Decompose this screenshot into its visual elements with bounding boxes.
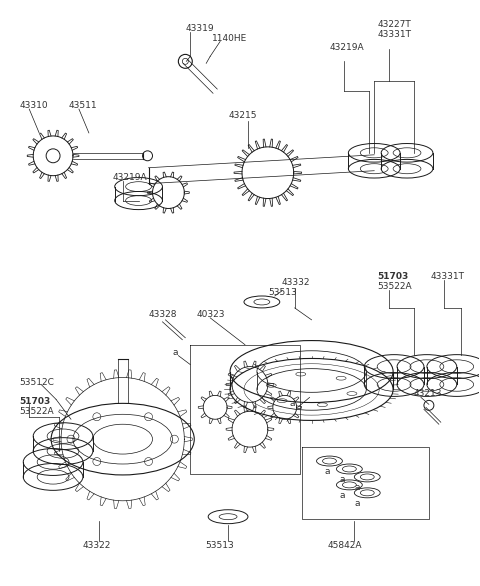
Text: 53512C: 53512C [19,377,54,387]
Text: 43331T: 43331T [377,29,411,39]
Text: 43219A: 43219A [113,173,147,182]
Text: a: a [324,467,330,476]
Text: 43310: 43310 [19,101,48,110]
Text: 43511: 43511 [69,101,97,110]
Text: a: a [339,475,345,484]
Text: 43227T: 43227T [377,19,411,29]
Text: 53522A: 53522A [19,407,54,416]
Text: 43331T: 43331T [431,272,465,281]
Text: a: a [354,499,360,508]
Text: 43319: 43319 [185,23,214,33]
Text: a: a [339,491,345,500]
Text: 43322: 43322 [83,540,111,550]
Text: a: a [172,347,178,357]
Text: a: a [290,400,295,408]
Text: 43332: 43332 [282,278,310,287]
Text: a: a [354,483,360,492]
Text: 43213: 43213 [414,390,443,398]
Text: 51703: 51703 [19,397,50,407]
Text: 53522A: 53522A [377,282,412,291]
Text: 51703: 51703 [377,272,408,281]
Text: 40323: 40323 [196,310,225,319]
Text: 53513: 53513 [205,540,234,550]
Text: 43215: 43215 [228,111,257,120]
Text: 53513: 53513 [268,288,297,297]
Text: 43219A: 43219A [329,43,364,53]
Text: 45842A: 45842A [327,540,362,550]
Text: 43328: 43328 [148,310,177,319]
Text: 1140HE: 1140HE [212,33,247,43]
